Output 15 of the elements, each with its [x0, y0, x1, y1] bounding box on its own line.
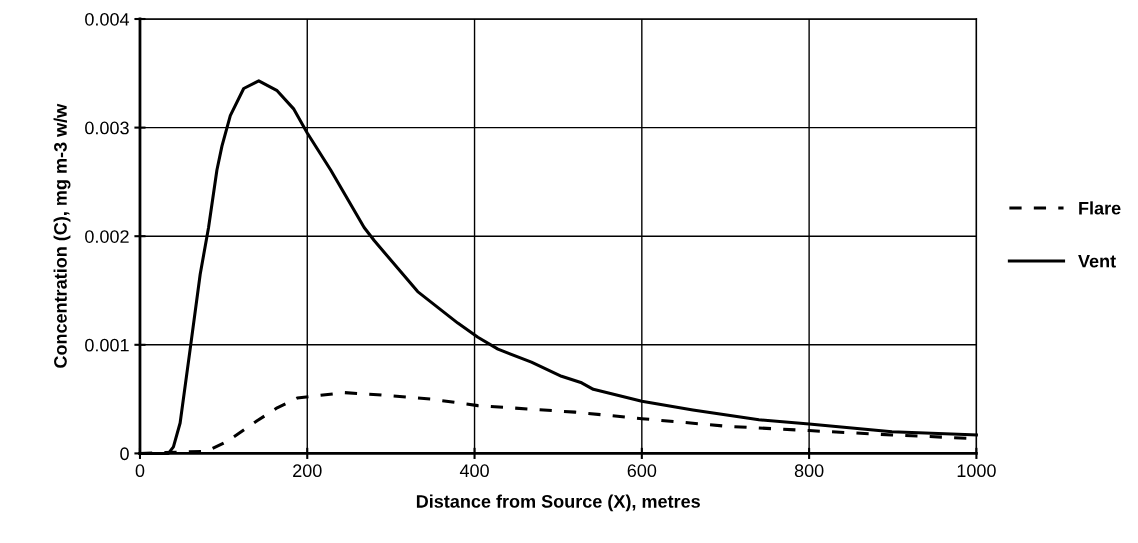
x-tick-label: 200 — [293, 464, 322, 478]
y-tick-label: 0 — [120, 447, 129, 461]
x-axis-title: Distance from Source (X), metres — [416, 494, 700, 512]
x-tick-label: 0 — [135, 464, 145, 478]
x-tick-label: 600 — [627, 464, 657, 478]
legend-label: Flare — [1079, 201, 1121, 215]
x-tick-label: 1000 — [957, 464, 996, 478]
legend-label: Vent — [1078, 254, 1116, 268]
y-tick-label: 0.001 — [85, 338, 129, 352]
x-tick-label: 800 — [794, 464, 824, 478]
x-tick-label: 400 — [459, 464, 489, 478]
y-tick-label: 0.002 — [85, 230, 129, 243]
y-tick-label: 0.003 — [85, 121, 129, 135]
y-tick-label: 0.004 — [85, 12, 130, 26]
y-axis-title: Concentration (C), mg m-3 w/w — [53, 103, 71, 368]
